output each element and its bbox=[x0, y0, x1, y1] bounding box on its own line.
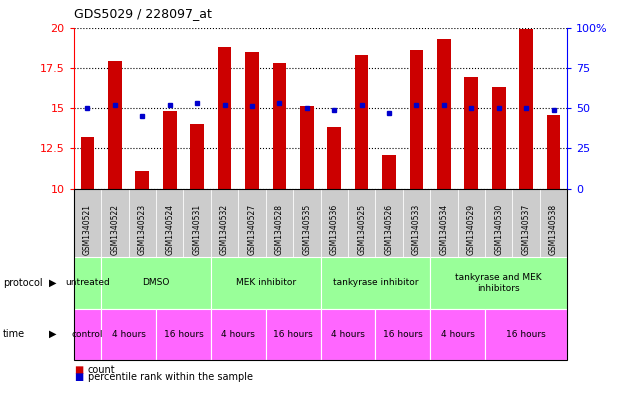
Text: 16 hours: 16 hours bbox=[273, 330, 313, 338]
Text: GSM1340537: GSM1340537 bbox=[522, 204, 531, 255]
Text: GSM1340522: GSM1340522 bbox=[110, 204, 119, 255]
Bar bbox=[245, 51, 259, 189]
Text: GSM1340529: GSM1340529 bbox=[467, 204, 476, 255]
Text: GSM1340526: GSM1340526 bbox=[385, 204, 394, 255]
Text: GSM1340527: GSM1340527 bbox=[247, 204, 256, 255]
Text: ▶: ▶ bbox=[49, 329, 57, 339]
Text: GSM1340525: GSM1340525 bbox=[357, 204, 366, 255]
Text: GSM1340523: GSM1340523 bbox=[138, 204, 147, 255]
Text: GSM1340534: GSM1340534 bbox=[439, 204, 449, 255]
Bar bbox=[465, 77, 478, 189]
Bar bbox=[218, 47, 231, 189]
Text: 4 hours: 4 hours bbox=[440, 330, 474, 338]
Bar bbox=[272, 63, 287, 189]
Text: GSM1340524: GSM1340524 bbox=[165, 204, 174, 255]
Text: 4 hours: 4 hours bbox=[112, 330, 146, 338]
Text: 4 hours: 4 hours bbox=[331, 330, 365, 338]
Text: GSM1340530: GSM1340530 bbox=[494, 204, 503, 255]
Text: control: control bbox=[72, 330, 103, 338]
Text: GSM1340535: GSM1340535 bbox=[303, 204, 312, 255]
Text: GSM1340533: GSM1340533 bbox=[412, 204, 421, 255]
Text: ■: ■ bbox=[74, 365, 83, 375]
Text: GSM1340531: GSM1340531 bbox=[192, 204, 202, 255]
Bar bbox=[135, 171, 149, 189]
Bar bbox=[410, 50, 423, 189]
Text: ▶: ▶ bbox=[49, 278, 57, 288]
Text: ■: ■ bbox=[74, 372, 83, 382]
Bar bbox=[547, 114, 560, 189]
Text: protocol: protocol bbox=[3, 278, 43, 288]
Text: GSM1340532: GSM1340532 bbox=[220, 204, 229, 255]
Text: 16 hours: 16 hours bbox=[163, 330, 203, 338]
Text: 16 hours: 16 hours bbox=[383, 330, 422, 338]
Text: MEK inhibitor: MEK inhibitor bbox=[236, 279, 296, 287]
Bar bbox=[108, 61, 122, 189]
Bar bbox=[328, 127, 341, 189]
Text: DMSO: DMSO bbox=[142, 279, 170, 287]
Text: tankyrase and MEK
inhibitors: tankyrase and MEK inhibitors bbox=[455, 273, 542, 293]
Bar bbox=[492, 87, 506, 189]
Bar bbox=[300, 107, 313, 189]
Text: 16 hours: 16 hours bbox=[506, 330, 546, 338]
Text: count: count bbox=[88, 365, 115, 375]
Text: percentile rank within the sample: percentile rank within the sample bbox=[88, 372, 253, 382]
Text: 4 hours: 4 hours bbox=[221, 330, 255, 338]
Bar bbox=[163, 111, 176, 189]
Text: tankyrase inhibitor: tankyrase inhibitor bbox=[333, 279, 418, 287]
Bar bbox=[437, 39, 451, 189]
Text: GSM1340536: GSM1340536 bbox=[329, 204, 338, 255]
Bar bbox=[190, 124, 204, 189]
Bar bbox=[519, 29, 533, 189]
Bar bbox=[382, 155, 396, 189]
Text: untreated: untreated bbox=[65, 279, 110, 287]
Text: GSM1340528: GSM1340528 bbox=[275, 204, 284, 255]
Bar bbox=[81, 137, 94, 189]
Text: GSM1340538: GSM1340538 bbox=[549, 204, 558, 255]
Text: time: time bbox=[3, 329, 26, 339]
Text: GDS5029 / 228097_at: GDS5029 / 228097_at bbox=[74, 7, 212, 20]
Bar bbox=[354, 55, 369, 189]
Text: GSM1340521: GSM1340521 bbox=[83, 204, 92, 255]
